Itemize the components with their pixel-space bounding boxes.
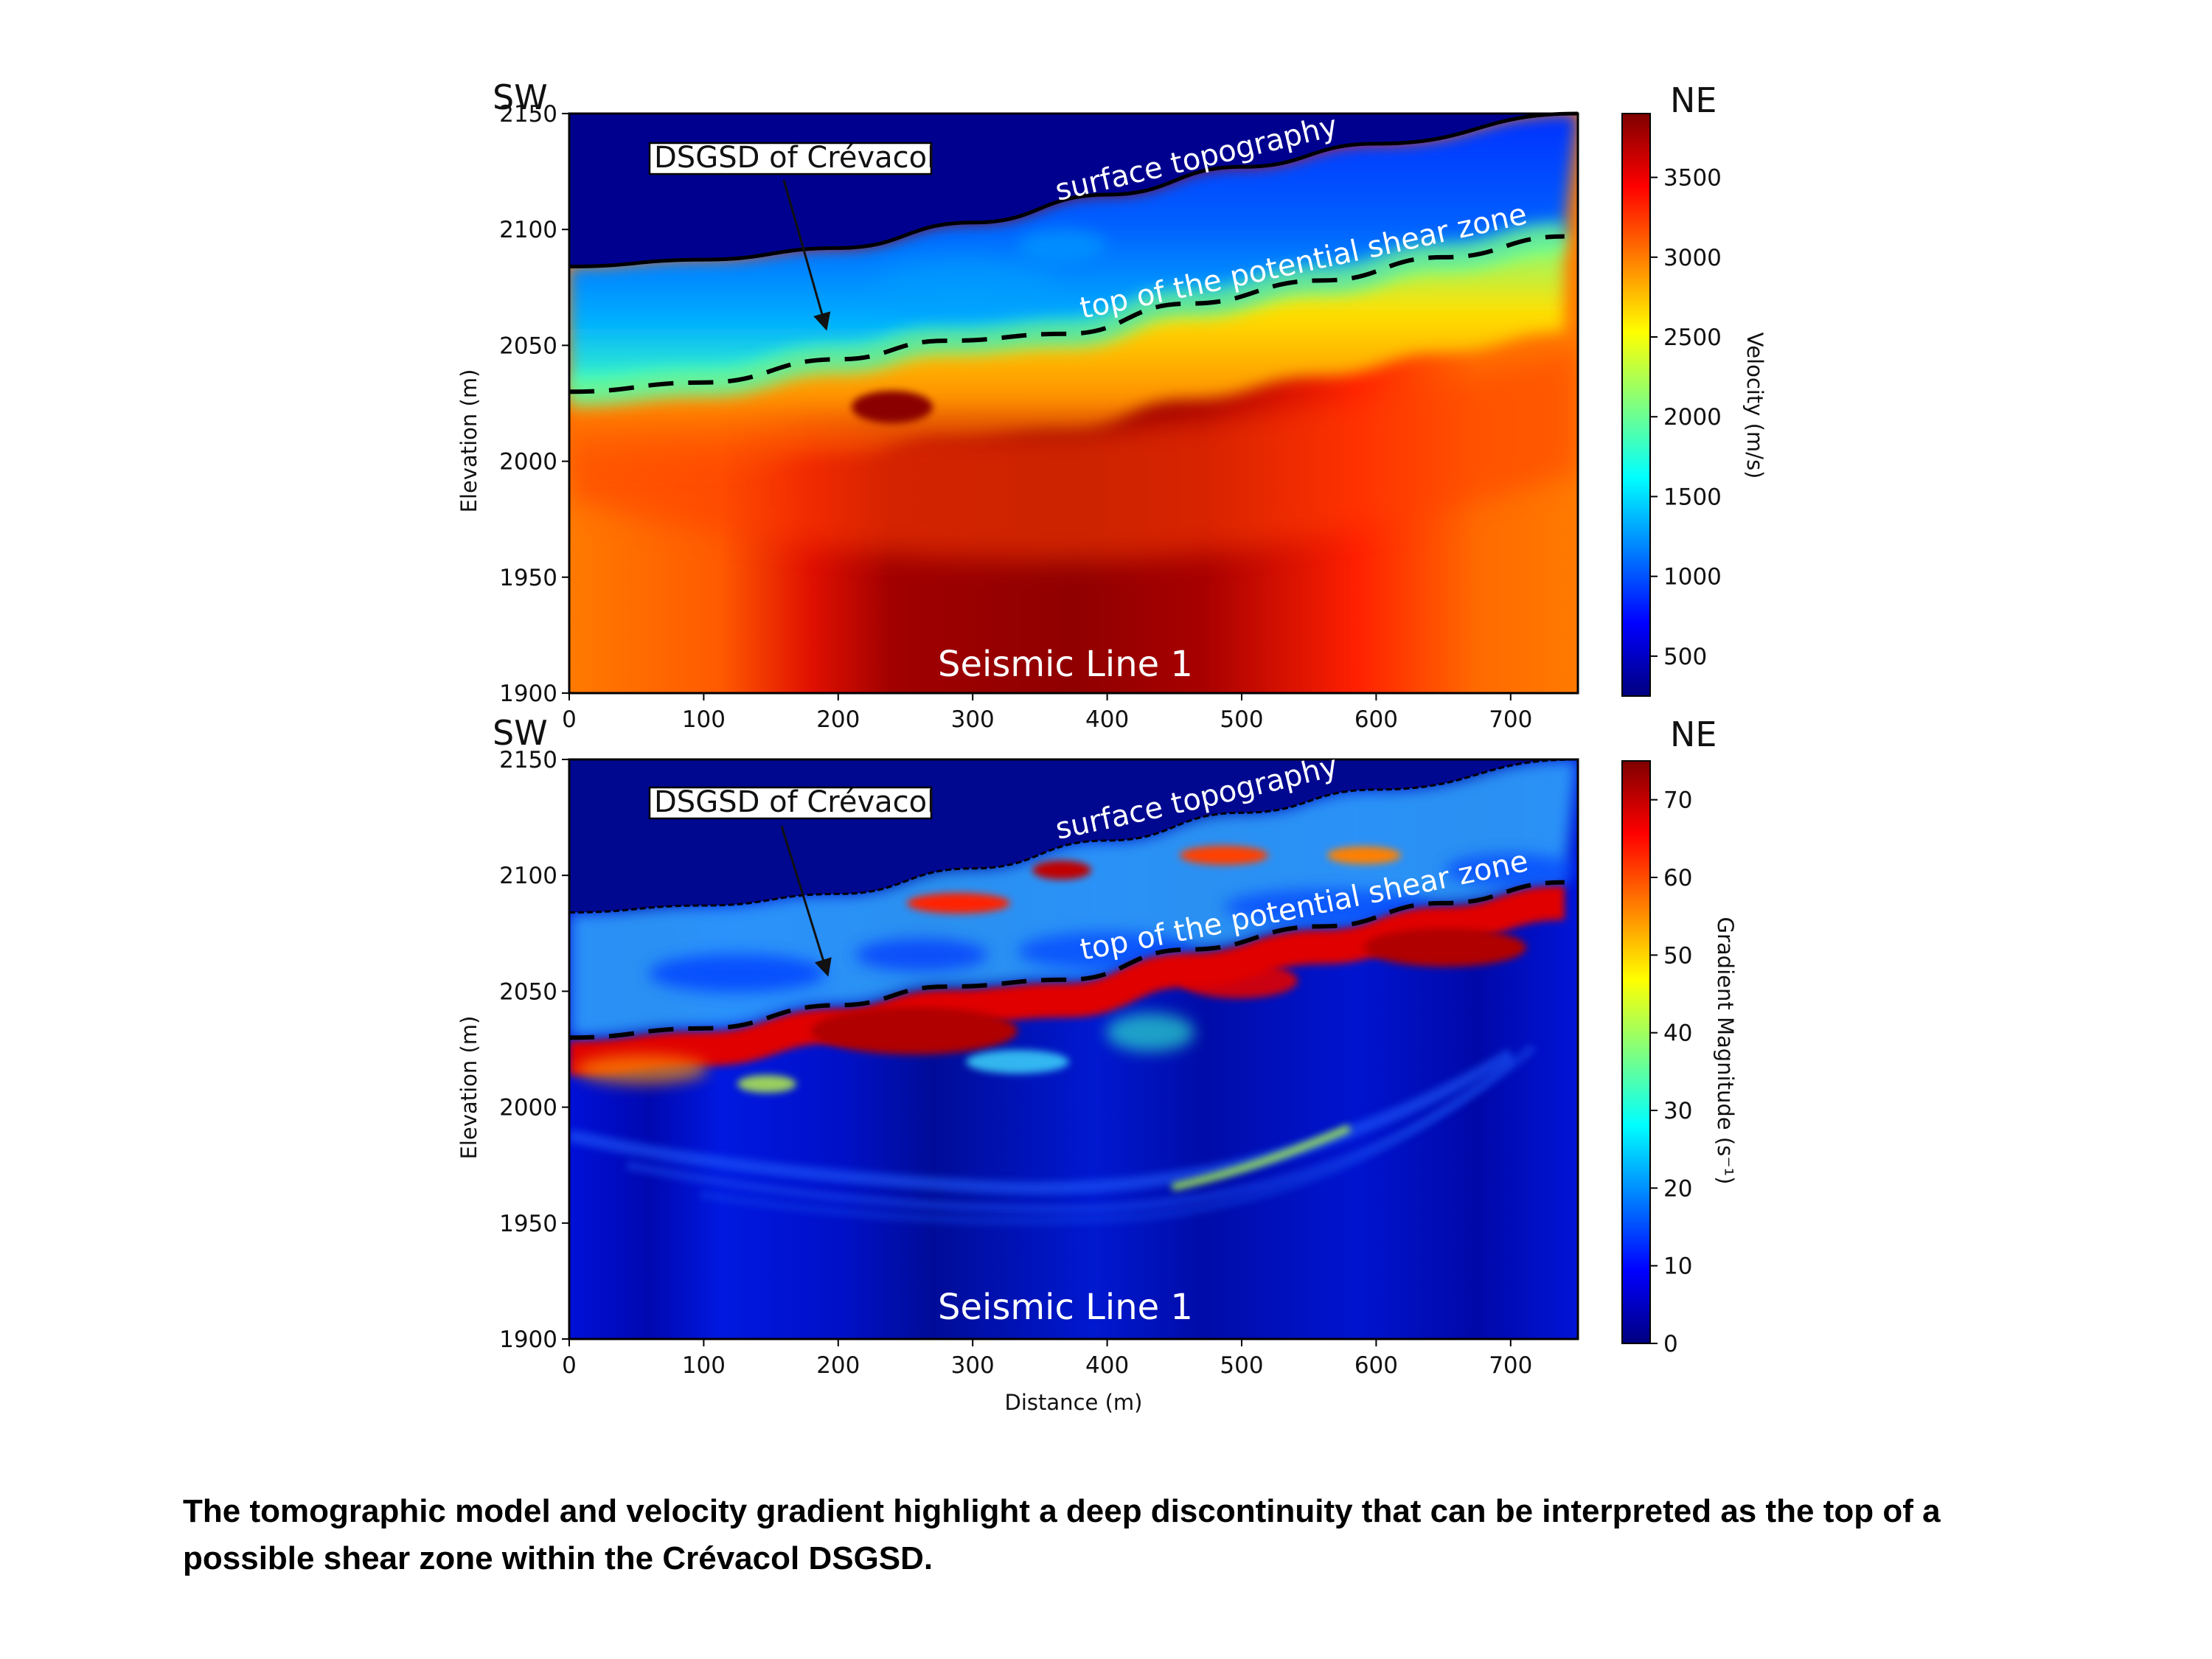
colorbar-tick-label: 0 — [1663, 1331, 1678, 1357]
colorbar-tick-label: 40 — [1663, 1020, 1692, 1047]
y-tick-label: 2150 — [499, 747, 557, 773]
seismic-line-label: Seismic Line 1 — [938, 1287, 1193, 1328]
colorbar-tick-label: 30 — [1663, 1098, 1692, 1124]
x-tick-label: 300 — [951, 1352, 995, 1379]
gradient-plot-frame — [568, 758, 1579, 1340]
y-tick-label: 1900 — [499, 681, 557, 707]
velocity-panel: DSGSD of Crévacol surface topography top… — [456, 77, 1767, 733]
x-tick-label: 500 — [1220, 1352, 1263, 1379]
y-tick-label: 2000 — [499, 449, 557, 476]
velocity-colorbar — [1621, 113, 1651, 697]
gradient-y-axis: 1900 1950 2000 2050 2100 2150 — [499, 747, 569, 1353]
gradient-panel: DSGSD of Crévacol surface topography top… — [456, 713, 1738, 1415]
velocity-x-axis: 0 100 200 300 400 500 600 700 — [562, 693, 1532, 733]
x-tick-label: 700 — [1489, 1352, 1532, 1379]
x-tick-label: 400 — [1085, 1352, 1129, 1379]
gradient-colorbar-ticks: 0 10 20 30 40 50 60 70 — [1650, 787, 1692, 1357]
ne-label: NE — [1670, 80, 1717, 120]
x-tick-label: 400 — [1085, 706, 1129, 733]
velocity-y-axis-label: Elevation (m) — [456, 369, 481, 513]
x-tick-label: 200 — [816, 706, 860, 733]
colorbar-tick-label: 10 — [1663, 1253, 1692, 1280]
velocity-colorbar-ticks: 500 1000 1500 2000 2500 3000 3500 — [1650, 165, 1722, 670]
y-tick-label: 2000 — [499, 1095, 557, 1121]
annotation-box — [648, 142, 933, 175]
gradient-heatmap — [569, 759, 1578, 1339]
x-tick-label: 300 — [951, 706, 995, 733]
y-tick-label: 2100 — [499, 863, 557, 889]
gradient-y-axis-label: Elevation (m) — [456, 1016, 481, 1160]
y-tick-label: 2050 — [499, 978, 557, 1005]
colorbar-tick-label: 50 — [1663, 942, 1692, 969]
x-tick-label: 600 — [1354, 1352, 1398, 1379]
y-tick-label: 1950 — [499, 565, 557, 591]
gradient-colorbar-label: Gradient Magnitude (s⁻¹) — [1713, 917, 1738, 1185]
colorbar-tick-label: 1000 — [1663, 564, 1722, 591]
sw-label: SW — [493, 77, 548, 117]
x-tick-label: 500 — [1220, 706, 1263, 733]
x-tick-label: 0 — [562, 706, 577, 733]
surface-topography-line — [568, 111, 1579, 268]
colorbar-tick-label: 3000 — [1663, 245, 1722, 271]
x-tick-label: 700 — [1489, 706, 1532, 733]
figure-caption: The tomographic model and velocity gradi… — [183, 1493, 1941, 1576]
annotation-text: DSGSD of Crévacol — [654, 785, 935, 819]
velocity-colorbar-label: Velocity (m/s) — [1742, 333, 1767, 479]
velocity-y-axis: 1900 1950 2000 2050 2100 2150 — [499, 101, 569, 707]
annotation-arrow — [780, 825, 832, 977]
colorbar-tick-label: 500 — [1663, 644, 1707, 670]
x-tick-label: 0 — [562, 1352, 577, 1379]
colorbar-tick-label: 2000 — [1663, 404, 1722, 431]
colorbar-tick-label: 70 — [1663, 787, 1692, 814]
x-tick-label: 600 — [1354, 706, 1398, 733]
sw-label: SW — [493, 713, 548, 753]
gradient-colorbar — [1621, 760, 1651, 1344]
colorbar-tick-label: 3500 — [1663, 165, 1722, 192]
colorbar-tick-label: 60 — [1663, 865, 1692, 891]
colorbar-tick-label: 20 — [1663, 1175, 1692, 1202]
colorbar-tick-label: 1500 — [1663, 484, 1722, 510]
colorbar-tick-label: 2500 — [1663, 324, 1722, 351]
y-tick-label: 2050 — [499, 333, 557, 359]
x-tick-label: 100 — [682, 1352, 726, 1379]
annotation-text: DSGSD of Crévacol — [654, 141, 935, 175]
surface-topography-line — [568, 758, 1579, 914]
annotation-box — [648, 786, 933, 820]
y-tick-label: 1900 — [499, 1326, 557, 1353]
y-tick-label: 1950 — [499, 1211, 557, 1237]
velocity-plot-frame — [568, 112, 1579, 695]
y-tick-label: 2100 — [499, 217, 557, 243]
shear-zone-line — [568, 234, 1565, 394]
x-tick-label: 100 — [682, 706, 726, 733]
gradient-x-axis-label: Distance (m) — [1005, 1390, 1143, 1415]
shear-zone-line — [568, 880, 1565, 1040]
seismic-line-label: Seismic Line 1 — [938, 644, 1193, 685]
y-tick-label: 2150 — [499, 101, 557, 128]
gradient-x-axis: 0 100 200 300 400 500 600 700 — [562, 1339, 1532, 1379]
ne-label: NE — [1670, 714, 1717, 754]
x-tick-label: 200 — [816, 1352, 860, 1379]
annotation-arrow — [782, 179, 831, 331]
